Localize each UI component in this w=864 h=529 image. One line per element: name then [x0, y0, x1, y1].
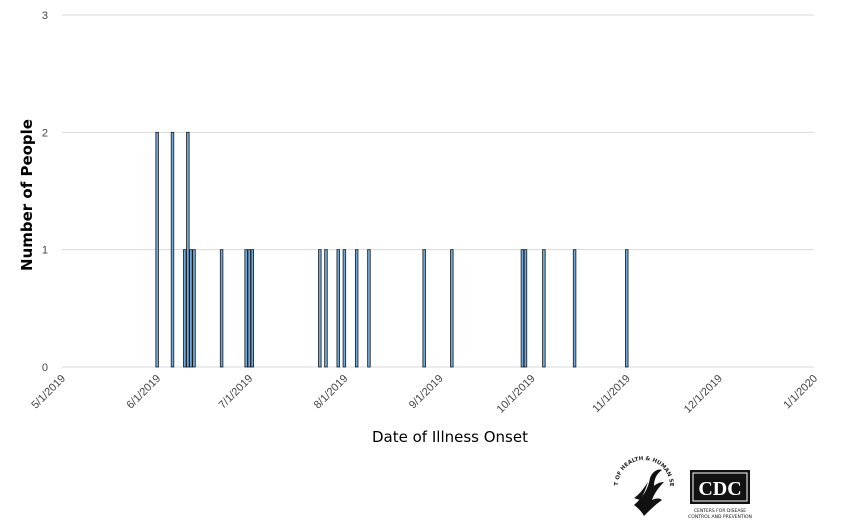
bar-2019-09-28: [520, 249, 525, 368]
cdc-letters: CDC: [698, 478, 741, 500]
x-tick-label: 9/1/2019: [407, 373, 446, 412]
x-tick-label: 1/1/2020: [781, 373, 820, 412]
bars: [155, 131, 629, 368]
y-axis-title: Number of People: [18, 119, 36, 271]
hhs-seal-icon: DEPARTMENT OF HEALTH & HUMAN SERVICES US…: [601, 446, 675, 517]
bar-2019-08-09: [367, 249, 371, 368]
y-tick-label: 1: [42, 245, 48, 257]
bar-2019-06-22: [219, 249, 224, 368]
x-tick-label: 6/1/2019: [125, 373, 164, 412]
logos: DEPARTMENT OF HEALTH & HUMAN SERVICES US…: [601, 446, 764, 524]
bar-2019-06-13: [192, 249, 196, 368]
bar-2019-08-27: [422, 249, 426, 368]
bar-2019-06-30: [244, 249, 248, 368]
y-tick-label: 0: [42, 362, 48, 374]
bar-2019-10-15: [572, 249, 577, 368]
cdc-tagline-2: CONTROL AND PREVENTION: [688, 514, 752, 520]
bar-2019-11-01: [625, 249, 629, 368]
bar-2019-07-30: [336, 249, 340, 368]
x-tick-label: 10/1/2019: [495, 373, 538, 416]
cdc-tagline-1: CENTERS FOR DISEASE: [694, 508, 746, 514]
bar-2019-06-10: [183, 249, 187, 368]
bar-2019-08-01: [342, 249, 347, 368]
x-tick-label: 7/1/2019: [217, 373, 256, 412]
bar-2019-06-11: [186, 131, 190, 368]
bar-2019-07-26: [324, 249, 328, 368]
x-tick-label: 8/1/2019: [312, 373, 351, 412]
y-tick-label: 2: [42, 127, 48, 139]
x-tick-labels: 5/1/2019 6/1/2019 7/1/2019 8/1/2019 9/1/2019…: [29, 373, 820, 416]
x-tick-label: 12/1/2019: [682, 373, 725, 416]
bar-2019-07-24: [318, 249, 322, 368]
y-tick-labels: 0 1 2 3: [42, 10, 48, 374]
x-tick-label: 5/1/2019: [29, 373, 68, 412]
bar-2019-08-05: [354, 249, 359, 368]
gridlines: [62, 14, 814, 368]
bar-2019-07-02: [250, 249, 255, 368]
bar-2019-06-12: [189, 249, 193, 368]
bar-2019-06-06: [170, 131, 175, 368]
bar-2019-09-29: [523, 249, 528, 368]
y-tick-label: 3: [42, 10, 48, 22]
bar-2019-10-05: [542, 249, 546, 368]
x-tick-label: 11/1/2019: [590, 373, 633, 416]
bar-2019-07-01: [247, 249, 251, 368]
x-axis-title: Date of Illness Onset: [372, 428, 528, 446]
bar-2019-06-01: [155, 131, 159, 368]
epi-curve-chart: 0 1 2 3 5/1/2019 6/1/2019 7/1/2019 8/1/2019 9/1…: [18, 10, 820, 446]
bar-2019-09-05: [450, 249, 454, 368]
cdc-logo-icon: CDC CENTERS FOR DISEASE CONTROL AND PREV…: [688, 470, 752, 520]
